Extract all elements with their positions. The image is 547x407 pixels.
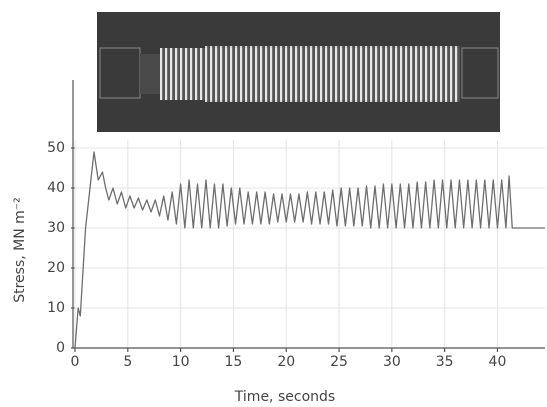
x-tick-label: 10	[172, 354, 190, 370]
y-tick-label: 0	[56, 340, 65, 356]
x-axis-label: Time, seconds	[234, 389, 335, 405]
x-tick-label: 25	[330, 354, 348, 370]
y-tick-label: 50	[47, 140, 65, 156]
y-tick-label: 30	[47, 220, 65, 236]
x-tick-label: 15	[225, 354, 243, 370]
y-tick-label: 20	[47, 260, 65, 276]
y-axis-label: Stress, MN m⁻²	[12, 197, 28, 303]
stress-curve	[74, 151, 545, 349]
x-tick-label: 40	[489, 354, 507, 370]
x-tick-label: 20	[277, 354, 295, 370]
x-tick-label: 0	[71, 354, 80, 370]
specimen-photo	[97, 12, 500, 132]
y-tick-label: 40	[47, 180, 65, 196]
x-tick-label: 30	[383, 354, 401, 370]
x-tick-label: 35	[436, 354, 454, 370]
x-tick-label: 5	[123, 354, 132, 370]
y-tick-label: 10	[47, 300, 65, 316]
